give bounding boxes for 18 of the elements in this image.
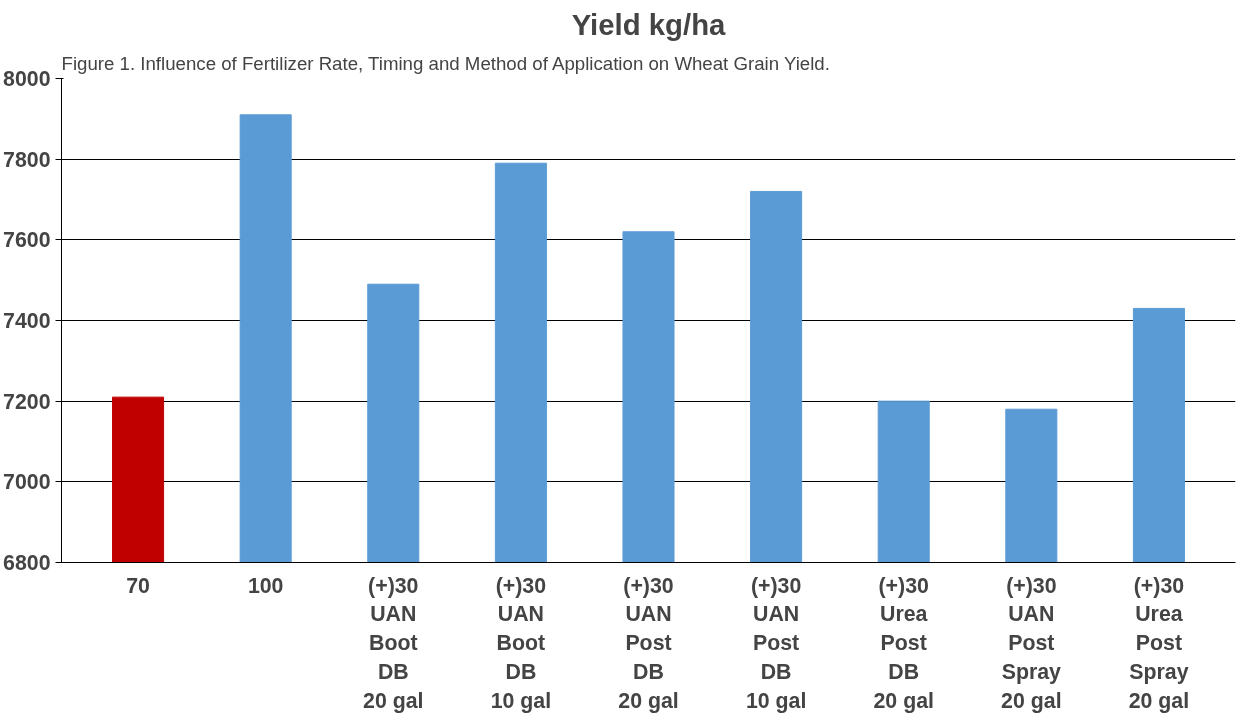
y-tick-label: 7400: [3, 309, 51, 333]
x-tick-label: (+)30 UAN Boot DB 20 gal: [363, 573, 424, 713]
x-tick-label: (+)30 UAN Post DB 20 gal: [618, 573, 679, 713]
x-tick-label: 70: [126, 573, 150, 598]
y-tick-label: 8000: [3, 67, 51, 91]
y-tick-label: 7600: [3, 228, 51, 253]
y-tick-label: 6800: [3, 551, 51, 575]
caption: Figure 1. Influence of Fertilizer Rate, Timing and Method of Application on Wheat Grain Yield.: [61, 52, 830, 74]
x-tick-label: (+)30 UAN Post Spray 20 gal: [1001, 573, 1062, 713]
chart-title: Yield kg/ha: [571, 7, 727, 41]
x-tick-label: 100: [247, 573, 284, 598]
x-tick-label: (+)30 Urea Post DB 20 gal: [873, 573, 934, 713]
y-tick-label: 7000: [3, 470, 51, 495]
x-tick-label: (+)30 UAN Post DB 10 gal: [745, 573, 807, 713]
x-tick-label: (+)30 UAN Boot DB 10 gal: [490, 573, 552, 713]
x-tick-label: (+)30 Urea Post Spray 20 gal: [1128, 573, 1190, 713]
y-tick-label: 7800: [3, 147, 51, 172]
y-tick-label: 7200: [3, 389, 51, 414]
